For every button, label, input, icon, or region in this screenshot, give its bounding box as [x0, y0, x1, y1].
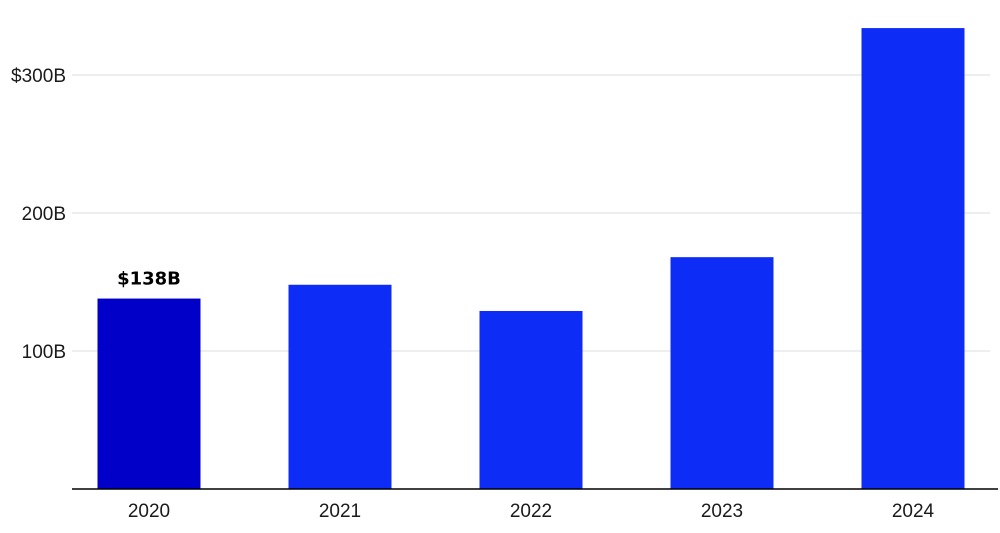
bar-2023 [670, 257, 774, 489]
data-label-2020: $138B [117, 269, 181, 290]
bar-2021 [288, 284, 392, 489]
bars [97, 28, 965, 490]
bar-2022 [479, 310, 583, 489]
x-tick-label: 2020 [128, 501, 170, 522]
labels: 100B 200B $300B 2020 2021 2022 2023 2024 $138B [11, 66, 935, 522]
gridlines [72, 74, 990, 352]
bar-2020 [97, 298, 201, 489]
y-tick-label: $300B [11, 66, 66, 87]
y-tick-label: 100B [22, 342, 66, 363]
x-tick-label: 2022 [510, 501, 552, 522]
x-tick-label: 2021 [319, 501, 361, 522]
x-tick-label: 2023 [701, 501, 743, 522]
y-tick-label: 200B [22, 204, 66, 225]
bar-2024 [861, 28, 965, 490]
x-tick-label: 2024 [892, 501, 935, 522]
